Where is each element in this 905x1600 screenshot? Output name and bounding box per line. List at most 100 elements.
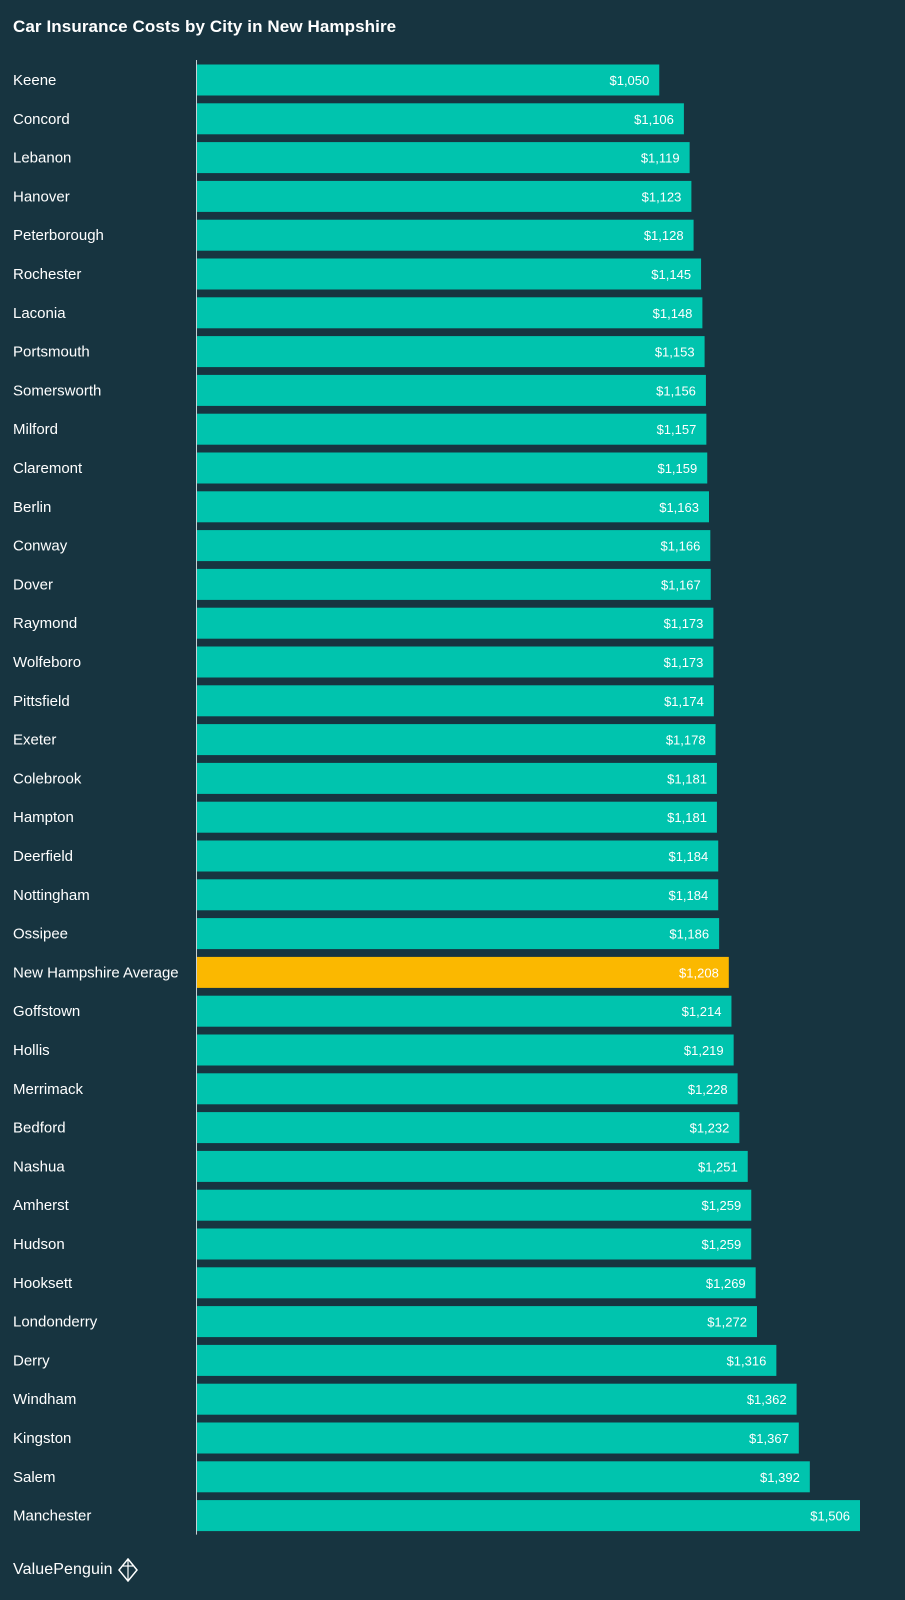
data-label: $1,316 — [727, 1353, 767, 1368]
data-label: $1,232 — [690, 1121, 730, 1136]
category-label: Colebrook — [13, 770, 82, 787]
category-label: Peterborough — [13, 227, 104, 244]
category-label: Somersworth — [13, 382, 101, 399]
bar — [197, 1500, 860, 1532]
category-label: Windham — [13, 1391, 76, 1408]
category-label: Amherst — [13, 1197, 70, 1214]
data-label: $1,157 — [657, 422, 697, 437]
bar-highlight — [197, 956, 729, 988]
category-label: Hooksett — [13, 1275, 73, 1292]
data-label: $1,214 — [682, 1004, 722, 1019]
data-label: $1,119 — [641, 151, 680, 166]
bar — [197, 568, 711, 600]
data-label: $1,251 — [698, 1159, 738, 1174]
bar — [197, 1034, 734, 1066]
bar — [197, 1383, 797, 1415]
data-label: $1,392 — [760, 1470, 800, 1485]
data-label: $1,148 — [653, 306, 693, 321]
data-label: $1,362 — [747, 1392, 787, 1407]
category-label: Hollis — [13, 1042, 50, 1059]
category-label: Milford — [13, 421, 58, 438]
bar — [197, 995, 732, 1027]
category-label: Hanover — [13, 188, 70, 205]
bar — [197, 1306, 757, 1338]
data-label: $1,272 — [707, 1315, 747, 1330]
bar — [197, 1267, 756, 1299]
category-label: Concord — [13, 111, 70, 128]
data-label: $1,106 — [634, 112, 674, 127]
data-label: $1,174 — [664, 694, 704, 709]
bar — [197, 801, 717, 833]
bar — [197, 646, 714, 678]
bar — [197, 103, 684, 135]
bar — [197, 1344, 777, 1376]
category-label: Hampton — [13, 809, 74, 826]
data-label: $1,163 — [659, 500, 699, 515]
bar — [197, 1073, 738, 1105]
category-label: Wolfeboro — [13, 654, 81, 671]
bar — [197, 918, 720, 950]
bar — [197, 607, 714, 639]
category-label: Nottingham — [13, 887, 90, 904]
category-label: Hudson — [13, 1236, 65, 1253]
data-label: $1,153 — [655, 345, 695, 360]
bar — [197, 219, 694, 251]
category-label: Bedford — [13, 1120, 66, 1137]
bar — [197, 452, 708, 484]
data-label: $1,128 — [644, 228, 684, 243]
category-label: Merrimack — [13, 1081, 83, 1098]
bar — [197, 879, 719, 911]
bar — [197, 180, 692, 212]
category-label: Manchester — [13, 1508, 91, 1525]
category-label: Rochester — [13, 266, 81, 283]
data-label: $1,166 — [661, 539, 701, 554]
category-label: Portsmouth — [13, 344, 90, 361]
bar — [197, 336, 705, 368]
category-label: Berlin — [13, 499, 51, 516]
bar — [197, 1422, 799, 1454]
brand-name: ValuePenguin — [13, 1561, 113, 1578]
data-label: $1,173 — [664, 655, 704, 670]
bar — [197, 374, 706, 406]
data-label: $1,208 — [679, 965, 719, 980]
bar — [197, 685, 714, 717]
bar — [197, 491, 709, 523]
data-label: $1,123 — [642, 189, 682, 204]
bar — [197, 297, 703, 329]
bar — [197, 530, 711, 562]
category-label: New Hampshire Average — [13, 964, 179, 981]
data-label: $1,181 — [667, 771, 707, 786]
brand-logo: ValuePenguin — [13, 1558, 139, 1582]
bar — [197, 762, 717, 794]
category-label: Nashua — [13, 1158, 65, 1175]
data-label: $1,159 — [657, 461, 697, 476]
bar — [197, 142, 690, 174]
category-label: Deerfield — [13, 848, 73, 865]
category-label: Ossipee — [13, 926, 68, 943]
category-label: Lebanon — [13, 150, 71, 167]
category-label: Conway — [13, 538, 68, 555]
category-label: Pittsfield — [13, 693, 70, 710]
data-label: $1,167 — [661, 577, 701, 592]
category-label: Kingston — [13, 1430, 71, 1447]
category-label: Raymond — [13, 615, 77, 632]
data-label: $1,259 — [701, 1237, 741, 1252]
category-label: Laconia — [13, 305, 66, 322]
valuepenguin-logo-icon — [117, 1558, 138, 1582]
data-label: $1,173 — [664, 616, 704, 631]
data-label: $1,145 — [651, 267, 691, 282]
data-label: $1,228 — [688, 1082, 728, 1097]
category-label: Londonderry — [13, 1314, 98, 1331]
data-label: $1,184 — [668, 888, 708, 903]
data-label: $1,367 — [749, 1431, 789, 1446]
data-label: $1,506 — [810, 1509, 850, 1524]
data-label: $1,186 — [669, 927, 709, 942]
data-label: $1,181 — [667, 810, 707, 825]
bar — [197, 413, 707, 445]
data-label: $1,050 — [609, 73, 649, 88]
data-label: $1,184 — [668, 849, 708, 864]
bar — [197, 724, 716, 756]
bar — [197, 258, 702, 290]
bar — [197, 64, 660, 96]
